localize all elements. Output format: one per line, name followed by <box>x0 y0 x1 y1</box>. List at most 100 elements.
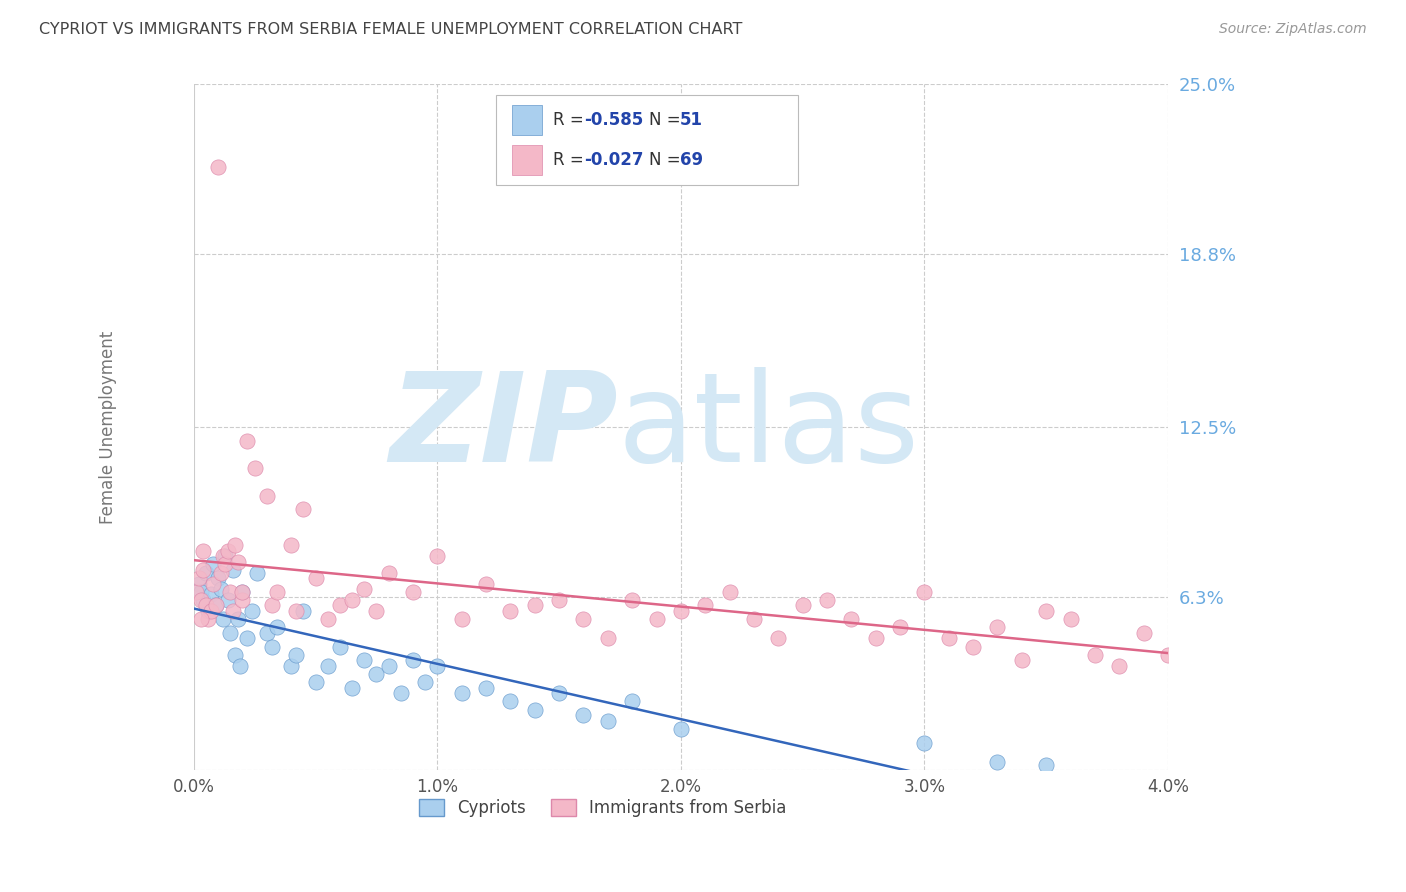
Point <box>402 584 425 599</box>
Point <box>280 538 302 552</box>
Point <box>912 735 935 749</box>
Point <box>231 584 253 599</box>
Point <box>285 604 308 618</box>
Point <box>669 604 692 618</box>
Point <box>1132 626 1154 640</box>
Point <box>224 538 246 552</box>
Point <box>209 582 232 596</box>
Point <box>621 694 644 708</box>
Point <box>316 612 339 626</box>
Point <box>986 755 1008 769</box>
Point <box>1108 658 1130 673</box>
Point <box>209 566 232 580</box>
Point <box>1084 648 1107 662</box>
Text: R =: R = <box>553 151 589 169</box>
Point <box>186 584 208 599</box>
Point <box>214 549 236 563</box>
Point <box>596 714 619 728</box>
Point <box>197 612 219 626</box>
Point <box>226 555 249 569</box>
Point <box>353 582 375 596</box>
Text: atlas: atlas <box>617 367 920 488</box>
Point <box>256 626 278 640</box>
Point <box>768 632 790 646</box>
Point <box>260 640 283 654</box>
Point <box>207 160 229 174</box>
Point <box>224 648 246 662</box>
Text: Source: ZipAtlas.com: Source: ZipAtlas.com <box>1219 22 1367 37</box>
Point <box>1035 604 1057 618</box>
Point <box>246 566 269 580</box>
Point <box>194 599 217 613</box>
Text: 69: 69 <box>681 151 703 169</box>
Point <box>523 599 546 613</box>
Point <box>285 648 308 662</box>
Point <box>695 599 717 613</box>
Point <box>389 686 412 700</box>
Point <box>329 640 352 654</box>
Point <box>217 593 239 607</box>
Point <box>193 563 215 577</box>
Point <box>292 502 315 516</box>
Point <box>329 599 352 613</box>
Point <box>231 593 253 607</box>
Point <box>841 612 863 626</box>
FancyBboxPatch shape <box>512 145 541 175</box>
Point <box>548 593 571 607</box>
Point <box>304 675 326 690</box>
Point <box>204 599 226 613</box>
Text: R =: R = <box>553 111 589 129</box>
Point <box>596 632 619 646</box>
Point <box>523 703 546 717</box>
Point <box>645 612 668 626</box>
Point <box>240 604 263 618</box>
Point <box>212 612 235 626</box>
Point <box>190 612 212 626</box>
Text: -0.027: -0.027 <box>585 151 644 169</box>
Point <box>197 604 219 618</box>
Point <box>1035 757 1057 772</box>
Point <box>402 653 425 667</box>
Point <box>236 632 259 646</box>
Point <box>280 658 302 673</box>
Y-axis label: Female Unemployment: Female Unemployment <box>100 331 117 524</box>
Point <box>366 604 388 618</box>
Point <box>190 593 212 607</box>
Point <box>413 675 436 690</box>
Point <box>889 620 911 634</box>
Point <box>499 694 522 708</box>
Point <box>426 549 449 563</box>
Point <box>266 620 288 634</box>
Text: N =: N = <box>648 111 686 129</box>
Point <box>450 612 472 626</box>
Point <box>243 461 266 475</box>
Point <box>1011 653 1033 667</box>
Legend: Cypriots, Immigrants from Serbia: Cypriots, Immigrants from Serbia <box>412 792 793 823</box>
Point <box>938 632 960 646</box>
Point <box>200 604 222 618</box>
FancyBboxPatch shape <box>512 105 541 135</box>
Text: N =: N = <box>648 151 686 169</box>
Point <box>792 599 814 613</box>
Point <box>212 549 235 563</box>
Point <box>340 681 363 695</box>
Point <box>219 626 242 640</box>
Point <box>426 658 449 673</box>
Point <box>548 686 571 700</box>
Point <box>450 686 472 700</box>
Point <box>222 604 245 618</box>
Point <box>190 584 212 599</box>
Point <box>193 543 215 558</box>
Point <box>815 593 838 607</box>
Point <box>1059 612 1081 626</box>
Point <box>194 566 217 580</box>
Point <box>187 571 209 585</box>
Point <box>475 576 498 591</box>
Text: CYPRIOT VS IMMIGRANTS FROM SERBIA FEMALE UNEMPLOYMENT CORRELATION CHART: CYPRIOT VS IMMIGRANTS FROM SERBIA FEMALE… <box>39 22 742 37</box>
Point <box>572 612 595 626</box>
Point <box>226 612 249 626</box>
Point <box>718 584 741 599</box>
Point <box>316 658 339 673</box>
Point <box>742 612 765 626</box>
Point <box>229 658 252 673</box>
